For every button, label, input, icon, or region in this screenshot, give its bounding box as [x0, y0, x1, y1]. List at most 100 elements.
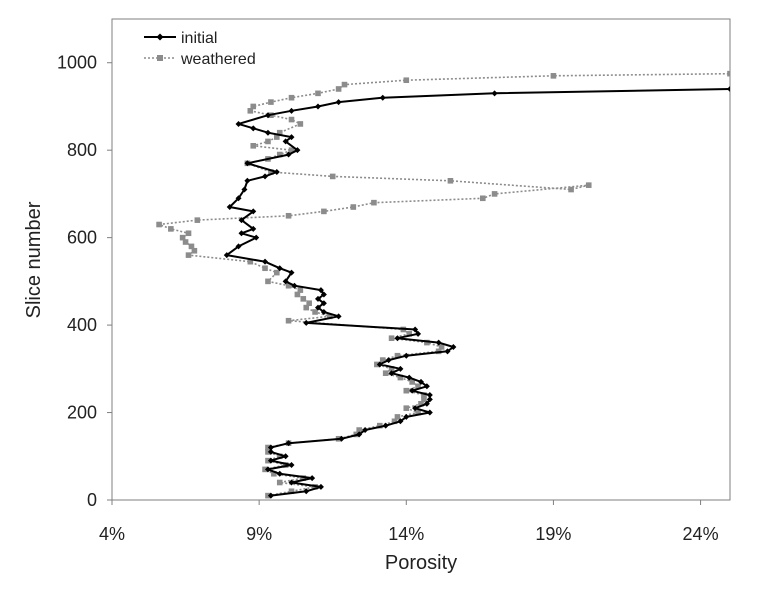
data-point-weathered [262, 265, 268, 272]
data-point-initial [338, 435, 345, 442]
data-point-initial [317, 287, 324, 294]
data-point-weathered [274, 134, 280, 140]
data-point-initial [244, 160, 251, 167]
data-point-weathered [276, 453, 283, 460]
y-tick-label: 400 [67, 315, 97, 335]
data-point-initial [315, 304, 321, 311]
data-point-weathered [312, 309, 318, 315]
x-axis-title: Porosity [385, 552, 457, 574]
data-point-weathered [403, 405, 410, 411]
data-point-initial [423, 400, 430, 407]
data-point-initial [426, 409, 433, 416]
data-point-initial [394, 335, 401, 342]
data-point-initial [317, 483, 324, 490]
data-point-initial [382, 422, 389, 429]
data-point-initial [285, 151, 292, 158]
data-point-weathered [379, 357, 386, 363]
data-point-weathered [285, 212, 292, 219]
data-point-weathered [394, 414, 401, 420]
data-point-initial [288, 479, 295, 486]
data-point-weathered [438, 344, 445, 350]
data-point-weathered [250, 143, 257, 149]
data-point-weathered [406, 331, 413, 337]
data-point-initial [426, 396, 433, 403]
data-point-initial [244, 177, 251, 184]
x-tick-label: 19% [535, 524, 571, 544]
data-point-initial [262, 258, 269, 265]
data-point-weathered [288, 147, 295, 153]
data-point-weathered [188, 243, 195, 250]
data-point-initial [435, 339, 442, 346]
data-point-weathered [326, 313, 333, 320]
data-point-initial [276, 470, 283, 477]
data-point-initial [376, 361, 383, 368]
data-point-weathered [294, 291, 301, 298]
data-point-weathered [306, 300, 312, 307]
data-point-initial [418, 378, 424, 385]
data-point-initial [267, 444, 274, 451]
series-layer [156, 70, 730, 499]
data-point-weathered [297, 121, 304, 127]
data-point-initial [335, 99, 342, 106]
legend-label-weathered: weathered [180, 51, 256, 68]
data-point-initial [288, 134, 295, 141]
data-point-initial [262, 173, 269, 180]
data-point-weathered [276, 151, 283, 158]
data-point-initial [235, 120, 242, 127]
data-point-weathered [350, 204, 357, 210]
data-point-initial [415, 330, 422, 337]
data-point-weathered [182, 239, 189, 245]
data-point-weathered [321, 208, 327, 215]
data-point-weathered [156, 221, 162, 228]
data-point-initial [291, 282, 298, 289]
data-point-weathered [247, 108, 254, 114]
data-point-initial [379, 94, 386, 101]
data-point-initial [267, 492, 274, 499]
data-point-weathered [480, 195, 486, 202]
x-tick-label: 4% [99, 524, 125, 544]
y-tick-label: 800 [67, 140, 97, 160]
data-point-weathered [421, 392, 427, 398]
data-point-initial [727, 85, 730, 92]
data-point-initial [235, 195, 242, 202]
data-point-weathered [276, 129, 283, 136]
data-point-weathered [271, 470, 277, 477]
data-point-initial [288, 269, 295, 276]
data-point-initial [444, 348, 451, 355]
data-point-initial [315, 103, 321, 110]
data-point-initial [250, 125, 257, 132]
data-point-weathered [185, 230, 192, 237]
data-point-initial [397, 418, 404, 425]
data-point-weathered [394, 352, 401, 359]
data-point-weathered [491, 191, 498, 197]
data-point-weathered [179, 234, 186, 241]
x-tick-label: 14% [388, 524, 424, 544]
data-point-weathered [341, 81, 348, 88]
data-point-initial [450, 343, 457, 350]
data-point-weathered [397, 374, 404, 381]
data-point-weathered [329, 173, 336, 180]
data-point-weathered [391, 418, 398, 425]
data-point-weathered [356, 427, 362, 433]
data-point-initial [238, 230, 245, 237]
data-point-weathered [447, 177, 454, 184]
data-point-weathered [335, 86, 342, 92]
data-point-weathered [382, 370, 389, 376]
data-point-weathered [194, 217, 201, 223]
data-point-initial [288, 462, 295, 469]
data-point-weathered [550, 73, 557, 79]
data-point-weathered [377, 422, 383, 429]
data-point-weathered [409, 379, 415, 385]
y-tick-label: 0 [87, 490, 97, 510]
data-point-weathered [300, 296, 307, 302]
data-point-weathered [424, 339, 430, 346]
data-point-initial [335, 313, 342, 320]
data-point-initial [403, 413, 410, 420]
data-point-initial [264, 466, 271, 473]
data-point-initial [412, 405, 419, 412]
legend: initial weathered [144, 30, 256, 68]
data-point-initial [250, 225, 257, 232]
data-point-initial [320, 308, 327, 315]
data-point-initial [264, 129, 271, 136]
data-point-weathered [388, 335, 395, 342]
